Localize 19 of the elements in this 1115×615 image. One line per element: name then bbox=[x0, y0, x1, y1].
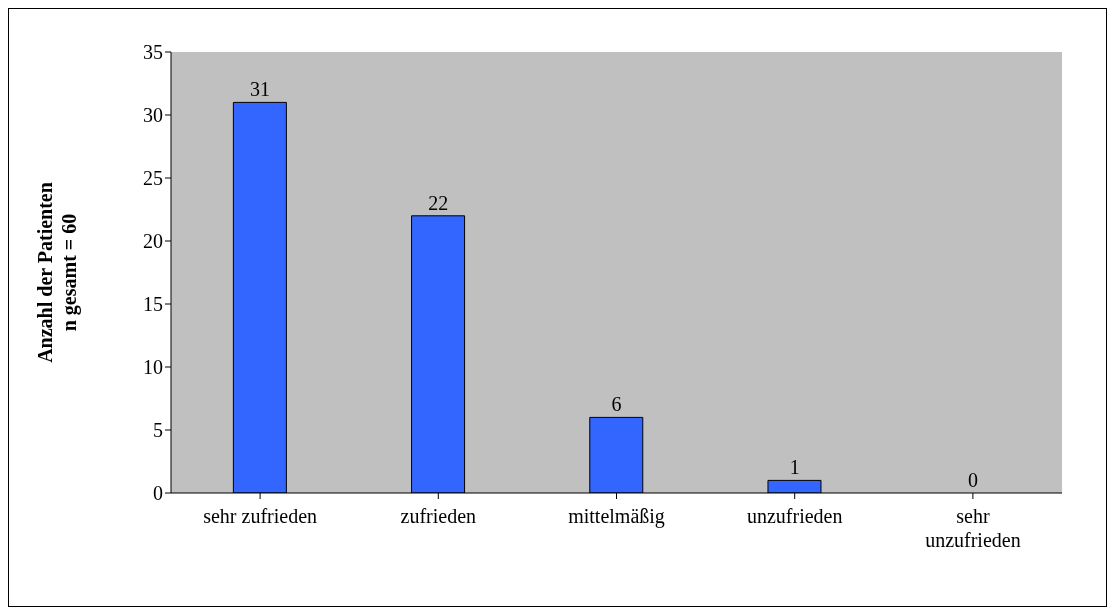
y-tick-label: 20 bbox=[143, 230, 163, 253]
y-tick-label: 35 bbox=[143, 41, 163, 64]
x-tick-label: sehr unzufrieden bbox=[925, 505, 1021, 551]
x-tick-label: zufrieden bbox=[400, 505, 477, 527]
data-label: 31 bbox=[250, 78, 271, 101]
y-tick-label: 5 bbox=[153, 419, 163, 442]
y-tick-label: 0 bbox=[153, 482, 163, 505]
data-label: 6 bbox=[611, 393, 622, 416]
y-tick-label: 30 bbox=[143, 104, 163, 127]
data-label: 1 bbox=[789, 456, 800, 479]
y-tick-label: 15 bbox=[143, 293, 163, 316]
x-tick-label: mittelmäßig bbox=[568, 505, 665, 528]
x-tick-label: unzufrieden bbox=[746, 505, 843, 527]
data-label: 22 bbox=[428, 191, 449, 214]
data-label: 0 bbox=[967, 469, 978, 491]
y-tick-label: 10 bbox=[143, 356, 163, 379]
y-tick-label: 25 bbox=[143, 167, 163, 190]
x-tick-label: sehr zufrieden bbox=[203, 505, 318, 527]
y-axis-title: Anzahl der Patienten n gesamt = 60 bbox=[34, 182, 81, 363]
